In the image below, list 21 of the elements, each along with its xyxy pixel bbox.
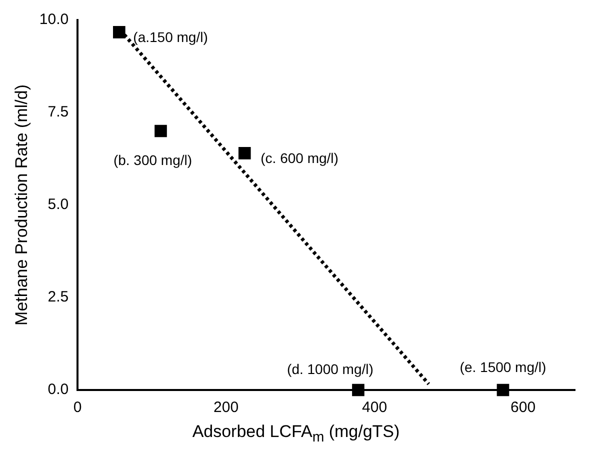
point — [154, 124, 167, 138]
annotation: (d. 1000 mg/l) — [287, 360, 374, 377]
x-tick-label: 600 — [510, 399, 536, 416]
y-tick-label: 7.5 — [48, 104, 69, 121]
annotation: (c. 600 mg/l) — [260, 150, 338, 166]
point — [496, 384, 510, 396]
annotation: (b. 300 mg/l) — [113, 152, 192, 168]
point — [113, 26, 126, 38]
y-tick-label: 0.0 — [48, 381, 69, 398]
annotation: (a.150 mg/l) — [133, 29, 208, 46]
y-tick-label: 10.0 — [39, 11, 69, 28]
x-axis-title: Adsorbed LCFA$_{m}$ (mg/gTS) — [191, 422, 401, 446]
y-axis-title: Methane Production Rate (ml/d) — [12, 84, 31, 326]
y-tick-label: 5.0 — [48, 196, 69, 214]
annotation: (e. 1500 mg/l) — [460, 358, 546, 375]
y-tick-label: 2.5 — [48, 288, 69, 306]
point — [238, 147, 251, 160]
x-tick-label: 0 — [73, 399, 82, 416]
x-tick-label: 200 — [214, 399, 239, 416]
x-tick-label: 400 — [362, 399, 388, 416]
point — [352, 384, 364, 396]
